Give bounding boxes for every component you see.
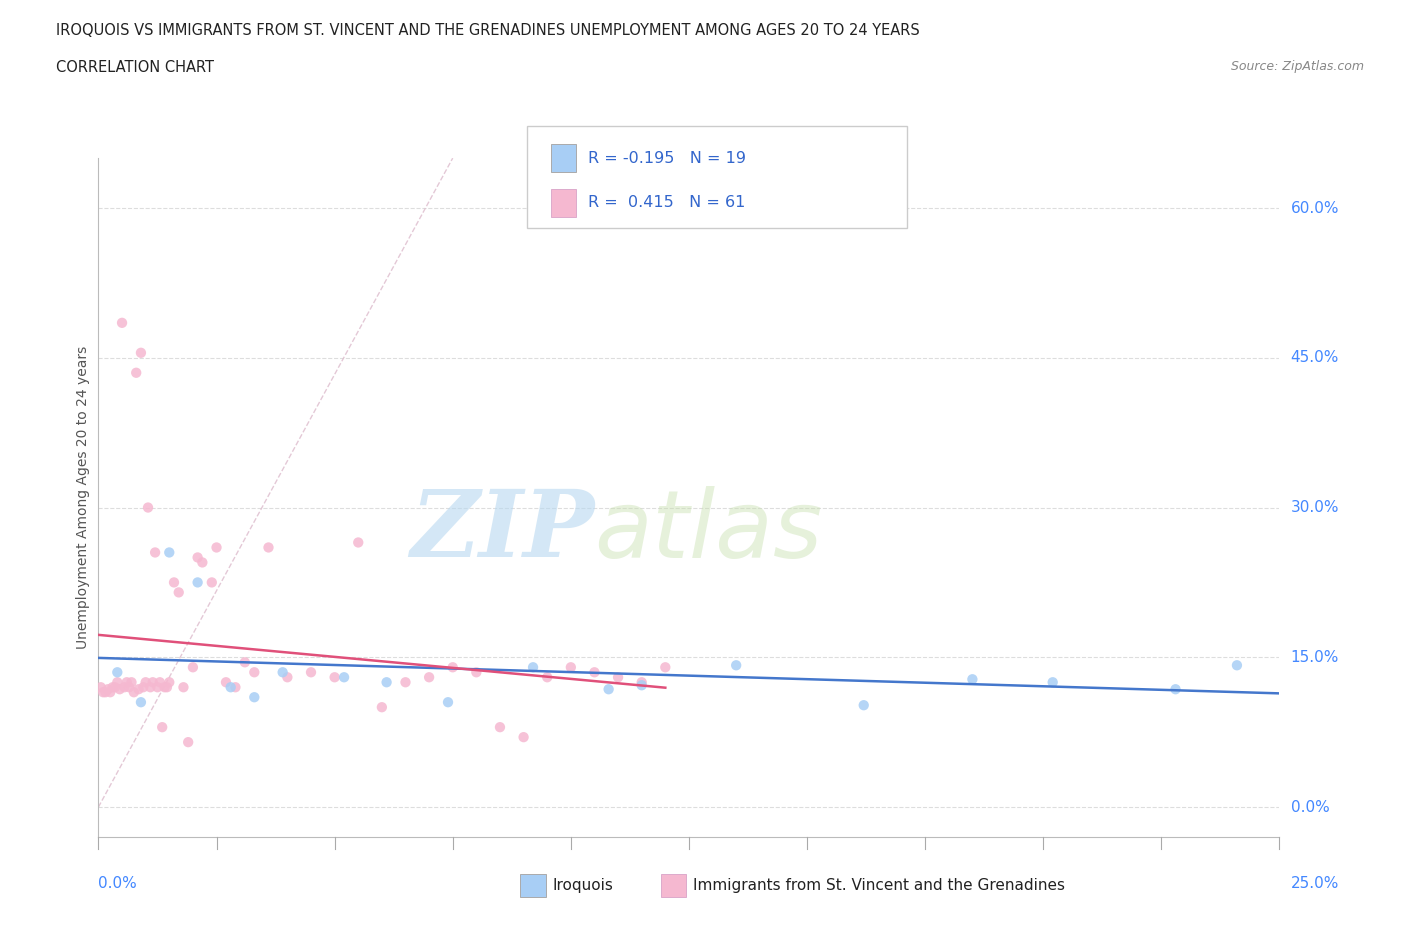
Point: [607, 670, 630, 684]
Point: [129, 695, 152, 710]
Point: [150, 720, 173, 735]
Text: 45.0%: 45.0%: [1291, 351, 1339, 365]
Point: [962, 671, 984, 686]
Point: [1042, 675, 1064, 690]
Text: 25.0%: 25.0%: [1291, 876, 1339, 891]
Point: [125, 365, 148, 380]
Text: CORRELATION CHART: CORRELATION CHART: [56, 60, 214, 75]
Text: Source: ZipAtlas.com: Source: ZipAtlas.com: [1230, 60, 1364, 73]
Point: [371, 699, 394, 714]
Point: [654, 660, 676, 675]
Text: 60.0%: 60.0%: [1291, 201, 1339, 216]
Point: [394, 675, 416, 690]
Point: [271, 665, 294, 680]
Point: [115, 675, 138, 690]
Point: [122, 684, 145, 699]
Text: IROQUOIS VS IMMIGRANTS FROM ST. VINCENT AND THE GRENADINES UNEMPLOYMENT AMONG AG: IROQUOIS VS IMMIGRANTS FROM ST. VINCENT …: [56, 23, 920, 38]
Text: atlas: atlas: [595, 486, 823, 577]
Point: [104, 680, 127, 695]
Point: [598, 682, 620, 697]
Point: [91, 684, 114, 699]
Point: [149, 675, 172, 690]
Point: [94, 684, 117, 699]
Point: [333, 670, 356, 684]
Point: [105, 665, 128, 680]
Point: [583, 665, 606, 680]
Point: [243, 665, 266, 680]
Point: [97, 682, 120, 697]
Point: [135, 675, 157, 690]
Point: [142, 675, 165, 690]
Point: [98, 684, 121, 699]
Point: [90, 680, 112, 695]
Point: [522, 660, 544, 675]
Text: Iroquois: Iroquois: [553, 878, 613, 893]
Y-axis label: Unemployment Among Ages 20 to 24 years: Unemployment Among Ages 20 to 24 years: [76, 346, 90, 649]
Point: [146, 680, 169, 695]
Point: [128, 682, 150, 697]
Text: 0.0%: 0.0%: [98, 876, 138, 891]
Point: [224, 680, 246, 695]
Text: R =  0.415   N = 61: R = 0.415 N = 61: [588, 195, 745, 210]
Point: [111, 315, 134, 330]
Point: [233, 655, 256, 670]
Point: [205, 540, 228, 555]
Point: [136, 500, 159, 515]
Point: [630, 675, 652, 690]
Point: [347, 535, 370, 550]
Point: [153, 680, 176, 695]
Point: [129, 345, 152, 360]
Point: [536, 670, 558, 684]
Point: [215, 675, 238, 690]
Point: [276, 670, 298, 684]
Point: [191, 555, 214, 570]
Point: [560, 660, 582, 675]
Point: [181, 660, 204, 675]
Point: [1226, 658, 1249, 672]
Text: 0.0%: 0.0%: [1291, 800, 1329, 815]
Text: 15.0%: 15.0%: [1291, 650, 1339, 665]
Point: [187, 550, 209, 565]
Text: 30.0%: 30.0%: [1291, 500, 1339, 515]
Point: [852, 698, 875, 712]
Point: [219, 680, 242, 695]
Point: [725, 658, 748, 672]
Point: [630, 678, 652, 693]
Point: [489, 720, 512, 735]
Point: [1164, 682, 1187, 697]
Point: [465, 665, 488, 680]
Text: ZIP: ZIP: [411, 486, 595, 577]
Point: [437, 695, 460, 710]
Point: [157, 675, 180, 690]
Point: [512, 730, 534, 745]
Point: [299, 665, 322, 680]
Point: [101, 680, 124, 695]
Point: [243, 690, 266, 705]
Point: [257, 540, 280, 555]
Point: [187, 575, 209, 590]
Point: [108, 682, 131, 697]
Point: [441, 660, 464, 675]
Text: R = -0.195   N = 19: R = -0.195 N = 19: [588, 151, 745, 166]
Point: [121, 675, 143, 690]
Point: [418, 670, 440, 684]
Point: [139, 680, 162, 695]
Point: [157, 545, 180, 560]
Point: [177, 735, 200, 750]
Point: [375, 675, 398, 690]
Point: [172, 680, 194, 695]
Point: [132, 680, 155, 695]
Point: [323, 670, 346, 684]
Point: [143, 545, 166, 560]
Text: Immigrants from St. Vincent and the Grenadines: Immigrants from St. Vincent and the Gren…: [693, 878, 1066, 893]
Point: [112, 680, 135, 695]
Point: [201, 575, 224, 590]
Point: [118, 680, 141, 695]
Point: [156, 680, 179, 695]
Point: [163, 575, 186, 590]
Point: [105, 675, 128, 690]
Point: [167, 585, 190, 600]
